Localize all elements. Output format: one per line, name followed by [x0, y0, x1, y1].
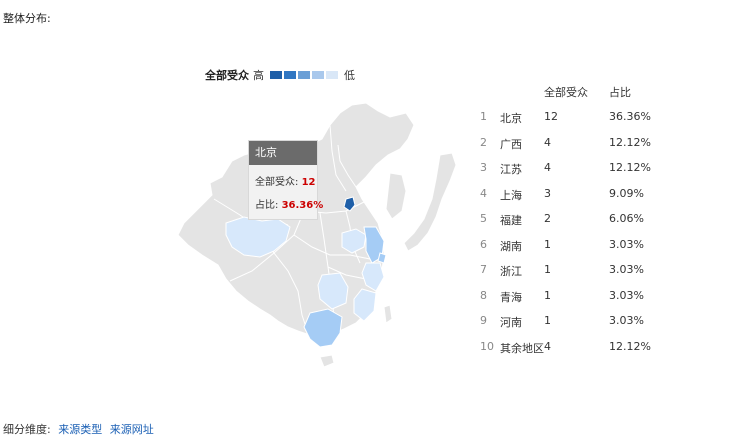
region-zhejiang[interactable] [361, 262, 385, 292]
row-region: 广西 [500, 137, 522, 151]
table-row[interactable]: 2 广西 4 12.12% [480, 130, 660, 156]
row-share: 12.12% [609, 339, 651, 353]
table-row[interactable]: 4 上海 3 9.09% [480, 181, 660, 207]
section-title: 整体分布: [3, 12, 51, 25]
row-count: 3 [544, 186, 551, 200]
region-fujian[interactable] [353, 288, 377, 322]
table-row[interactable]: 9 河南 1 3.03% [480, 308, 660, 334]
row-share: 12.12% [609, 161, 651, 174]
region-guangxi[interactable] [303, 308, 343, 348]
row-region: 河南 [500, 316, 522, 329]
region-beijing[interactable] [343, 196, 356, 212]
row-region: 青海 [500, 290, 522, 304]
row-count: 4 [544, 339, 551, 353]
tooltip-count-value: 12 [301, 177, 316, 188]
table-row[interactable]: 10 其余地区 4 12.12% [480, 334, 660, 360]
row-region: 其余地区 [500, 341, 544, 355]
ranking-table-header: 全部受众 占比 [480, 80, 660, 104]
table-row[interactable]: 1 北京 12 36.36% [480, 104, 660, 130]
row-count: 4 [544, 135, 551, 149]
row-index: 8 [480, 288, 487, 302]
row-share: 9.09% [609, 186, 644, 200]
legend-swatch [312, 71, 324, 79]
legend-swatches [270, 71, 338, 79]
row-share: 12.12% [609, 135, 651, 149]
row-count: 2 [544, 212, 551, 225]
legend-swatch [284, 71, 296, 79]
link-source-type[interactable]: 来源类型 [58, 423, 103, 436]
table-row[interactable]: 3 江苏 4 12.12% [480, 155, 660, 181]
ranking-table: 全部受众 占比 1 北京 12 36.36% 2 广西 4 12.12% 3 江苏 4 12.12% 4… [480, 80, 660, 359]
legend-high-label: 高 [253, 69, 264, 82]
row-count: 1 [544, 314, 551, 327]
tooltip-count-row: 全部受众: 12 [249, 173, 317, 188]
row-share: 3.03% [609, 314, 644, 327]
row-index: 2 [480, 135, 487, 149]
table-row[interactable]: 7 浙江 1 3.03% [480, 257, 660, 283]
row-share: 3.03% [609, 237, 644, 251]
row-share: 36.36% [609, 110, 651, 123]
link-source-url[interactable]: 来源网址 [109, 423, 154, 436]
header-count: 全部受众 [544, 86, 588, 99]
map-tooltip: 北京 全部受众: 12 占比: 36.36% [248, 140, 323, 220]
row-count: 1 [544, 237, 551, 251]
china-map[interactable] [170, 95, 470, 370]
region-hunan[interactable] [317, 272, 349, 310]
header-share: 占比 [609, 86, 631, 99]
japan-silhouette [403, 152, 457, 252]
row-index: 6 [480, 237, 487, 251]
row-count: 4 [544, 161, 551, 174]
row-index: 3 [480, 161, 487, 174]
region-taiwan[interactable] [383, 304, 393, 324]
row-index: 4 [480, 186, 487, 200]
legend-swatch [270, 71, 282, 79]
row-count: 12 [544, 110, 558, 123]
region-jiangsu[interactable] [363, 226, 385, 264]
breakdown-label: 细分维度: [3, 423, 51, 436]
row-region: 北京 [500, 112, 522, 125]
korea-silhouette [385, 172, 407, 220]
row-index: 1 [480, 110, 487, 123]
row-index: 5 [480, 212, 487, 225]
row-share: 6.06% [609, 212, 644, 225]
legend-title: 全部受众 [205, 69, 249, 82]
row-index: 10 [480, 339, 494, 353]
row-count: 1 [544, 263, 551, 276]
legend-swatch [326, 71, 338, 79]
region-qinghai[interactable] [225, 216, 291, 258]
row-count: 1 [544, 288, 551, 302]
tooltip-share-label: 占比: [255, 200, 279, 211]
region-henan[interactable] [341, 228, 367, 254]
row-index: 9 [480, 314, 487, 327]
row-region: 浙江 [500, 265, 522, 278]
region-hainan[interactable] [319, 354, 335, 368]
row-region: 江苏 [500, 163, 522, 176]
table-row[interactable]: 6 湖南 1 3.03% [480, 232, 660, 258]
row-region: 湖南 [500, 239, 522, 253]
table-row[interactable]: 5 福建 2 6.06% [480, 206, 660, 232]
legend-low-label: 低 [344, 69, 355, 82]
row-region: 福建 [500, 214, 522, 227]
row-region: 上海 [500, 188, 522, 202]
table-row[interactable]: 8 青海 1 3.03% [480, 283, 660, 309]
row-share: 3.03% [609, 288, 644, 302]
tooltip-region-name: 北京 [249, 141, 317, 165]
breakdown-dimensions: 细分维度: 来源类型 来源网址 [3, 421, 154, 437]
tooltip-share-row: 占比: 36.36% [249, 196, 323, 211]
row-share: 3.03% [609, 263, 644, 276]
region-shanghai[interactable] [377, 252, 387, 264]
tooltip-count-label: 全部受众: [255, 177, 299, 188]
tooltip-share-value: 36.36% [281, 200, 324, 211]
china-map-svg[interactable] [170, 95, 470, 370]
map-legend: 全部受众 高 低 [205, 67, 355, 83]
row-index: 7 [480, 263, 487, 276]
legend-swatch [298, 71, 310, 79]
